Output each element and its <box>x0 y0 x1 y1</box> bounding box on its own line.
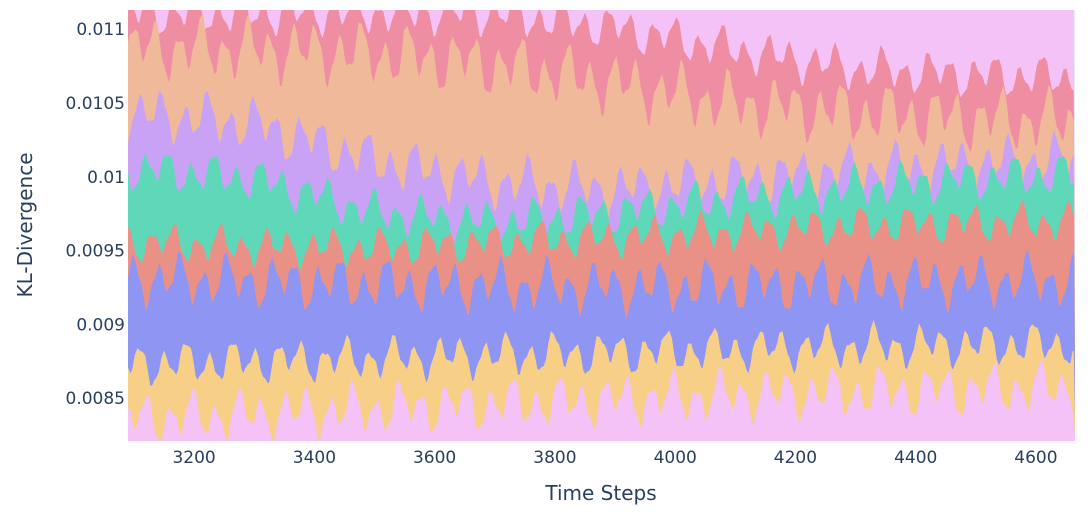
y-tick-label: 0.0085 <box>66 389 125 409</box>
x-tick-label: 4200 <box>774 448 817 468</box>
y-tick-label: 0.011 <box>76 20 125 40</box>
y-tick-label: 0.01 <box>87 168 125 188</box>
x-tick-label: 3200 <box>172 448 215 468</box>
y-axis-ticks: 0.0085 0.009 0.0095 0.01 0.0105 0.011 <box>66 20 125 409</box>
area-layer-1 <box>128 358 1075 441</box>
x-tick-label: 3400 <box>293 448 336 468</box>
x-axis-ticks: 3200 3400 3600 3800 4000 4200 4400 4600 <box>172 448 1057 468</box>
x-tick-label: 3800 <box>533 448 576 468</box>
x-tick-label: 4000 <box>654 448 697 468</box>
y-axis-title: KL-Divergence <box>13 152 37 297</box>
x-tick-label: 4400 <box>894 448 937 468</box>
stacked-area-series <box>128 10 1075 441</box>
y-tick-label: 0.0095 <box>66 242 125 262</box>
y-tick-label: 0.009 <box>76 315 125 335</box>
x-tick-label: 3600 <box>413 448 456 468</box>
x-tick-label: 4600 <box>1014 448 1057 468</box>
y-tick-label: 0.0105 <box>66 94 125 114</box>
x-axis-title: Time Steps <box>544 481 656 505</box>
